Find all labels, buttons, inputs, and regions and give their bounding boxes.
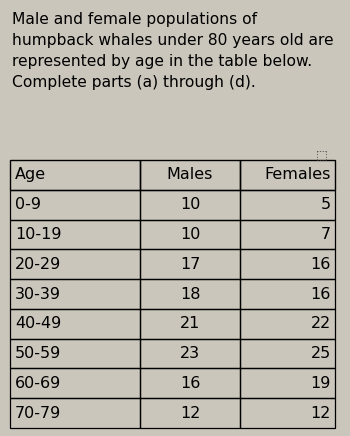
Text: Age: Age bbox=[15, 167, 46, 182]
Bar bbox=[140, 339, 240, 368]
Text: 19: 19 bbox=[311, 376, 331, 391]
Text: 23: 23 bbox=[180, 346, 200, 361]
Text: 5: 5 bbox=[321, 197, 331, 212]
Bar bbox=[140, 279, 240, 309]
Bar bbox=[10, 339, 140, 368]
Bar bbox=[240, 249, 335, 279]
Text: 50-59: 50-59 bbox=[15, 346, 61, 361]
Bar bbox=[140, 160, 240, 190]
Bar bbox=[140, 368, 240, 398]
Text: Females: Females bbox=[265, 167, 331, 182]
Bar bbox=[140, 220, 240, 249]
Bar bbox=[240, 339, 335, 368]
Text: 18: 18 bbox=[180, 286, 200, 302]
Text: 60-69: 60-69 bbox=[15, 376, 61, 391]
Text: 40-49: 40-49 bbox=[15, 316, 61, 331]
Bar bbox=[240, 368, 335, 398]
Text: 22: 22 bbox=[311, 316, 331, 331]
Bar bbox=[140, 309, 240, 339]
Text: 7: 7 bbox=[321, 227, 331, 242]
Text: Males: Males bbox=[167, 167, 213, 182]
Text: 17: 17 bbox=[180, 257, 200, 272]
Bar bbox=[240, 309, 335, 339]
Text: 0-9: 0-9 bbox=[15, 197, 41, 212]
Bar bbox=[10, 279, 140, 309]
Bar bbox=[10, 249, 140, 279]
Bar bbox=[10, 368, 140, 398]
Bar bbox=[240, 279, 335, 309]
Bar bbox=[240, 190, 335, 220]
Text: 20-29: 20-29 bbox=[15, 257, 61, 272]
Text: 16: 16 bbox=[311, 286, 331, 302]
Bar bbox=[10, 398, 140, 428]
Text: 10: 10 bbox=[180, 227, 200, 242]
Text: 12: 12 bbox=[311, 405, 331, 421]
Text: 10-19: 10-19 bbox=[15, 227, 62, 242]
Text: 25: 25 bbox=[311, 346, 331, 361]
Text: 16: 16 bbox=[180, 376, 200, 391]
Text: 30-39: 30-39 bbox=[15, 286, 61, 302]
Bar bbox=[10, 220, 140, 249]
Text: ⬚: ⬚ bbox=[316, 148, 328, 161]
Bar bbox=[240, 398, 335, 428]
Text: 21: 21 bbox=[180, 316, 200, 331]
Bar bbox=[10, 309, 140, 339]
Text: Male and female populations of
humpback whales under 80 years old are
represente: Male and female populations of humpback … bbox=[12, 12, 334, 90]
Bar bbox=[10, 190, 140, 220]
Text: 70-79: 70-79 bbox=[15, 405, 61, 421]
Bar bbox=[140, 398, 240, 428]
Bar bbox=[10, 160, 140, 190]
Text: 10: 10 bbox=[180, 197, 200, 212]
Bar bbox=[240, 160, 335, 190]
Bar bbox=[140, 190, 240, 220]
Text: 16: 16 bbox=[311, 257, 331, 272]
Bar bbox=[140, 249, 240, 279]
Bar bbox=[240, 220, 335, 249]
Text: 12: 12 bbox=[180, 405, 200, 421]
